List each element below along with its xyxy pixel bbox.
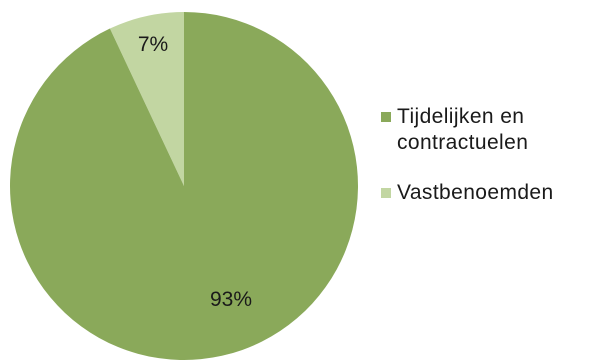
legend-swatch-tijdelijken — [381, 112, 391, 122]
pie-slice-tijdelijken — [10, 12, 359, 360]
legend-label-tijdelijken-line2: contractuelen — [397, 131, 529, 154]
legend-item-tijdelijken: Tijdelijken en contractuelen — [381, 104, 601, 156]
legend-label-vastbenoemden: Vastbenoemden — [397, 181, 554, 204]
data-label-vastbenoemden: 7% — [138, 33, 168, 56]
legend-label-tijdelijken-line1: Tijdelijken en — [397, 105, 525, 128]
pie-slice-vastbenoemden — [109, 12, 184, 186]
legend-swatch-vastbenoemden — [381, 188, 391, 198]
data-label-tijdelijken: 93% — [210, 288, 252, 311]
legend: Tijdelijken en contractuelen Vastbenoemd… — [381, 104, 601, 206]
legend-item-vastbenoemden: Vastbenoemden — [381, 180, 601, 206]
